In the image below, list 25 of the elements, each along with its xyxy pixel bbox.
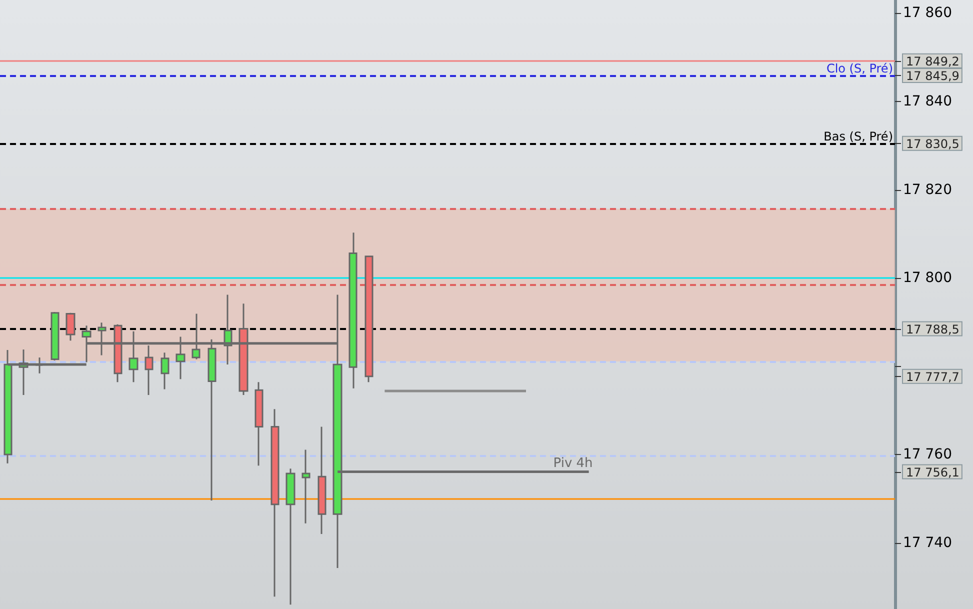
y-tick-label: 17 849,2 bbox=[906, 54, 960, 68]
candlestick bbox=[302, 448, 310, 524]
candlestick bbox=[318, 426, 326, 535]
y-tick-label: 17 860 bbox=[903, 5, 952, 22]
candlestick bbox=[160, 352, 170, 390]
candlestick bbox=[270, 408, 280, 598]
candlestick bbox=[66, 312, 76, 342]
candlestick bbox=[364, 256, 374, 383]
candlestick bbox=[50, 311, 60, 362]
y-tick-label: 17 777,7 bbox=[906, 370, 960, 384]
y-tick-label: 17 740 bbox=[903, 534, 952, 551]
series-label: Piv 4h bbox=[553, 456, 593, 471]
y-tick-label: 17 788,5 bbox=[906, 322, 960, 336]
y-tick-label: 17 845,9 bbox=[906, 68, 960, 83]
candlestick bbox=[254, 381, 264, 466]
y-tick-label: 17 830,5 bbox=[906, 136, 960, 151]
ref-line-label: Clo (S, Pré) bbox=[826, 61, 893, 76]
candlestick bbox=[348, 232, 358, 390]
y-tick-label: 17 760 bbox=[903, 446, 952, 463]
y-tick-label: 17 840 bbox=[903, 94, 952, 110]
y-tick-label: 17 820 bbox=[903, 182, 952, 198]
y-tick-label: 17 756,1 bbox=[906, 465, 960, 480]
candlestick bbox=[286, 468, 296, 606]
ref-line-label: Bas (S, Pré) bbox=[824, 129, 893, 144]
y-tick-label: 17 800 bbox=[903, 270, 952, 286]
